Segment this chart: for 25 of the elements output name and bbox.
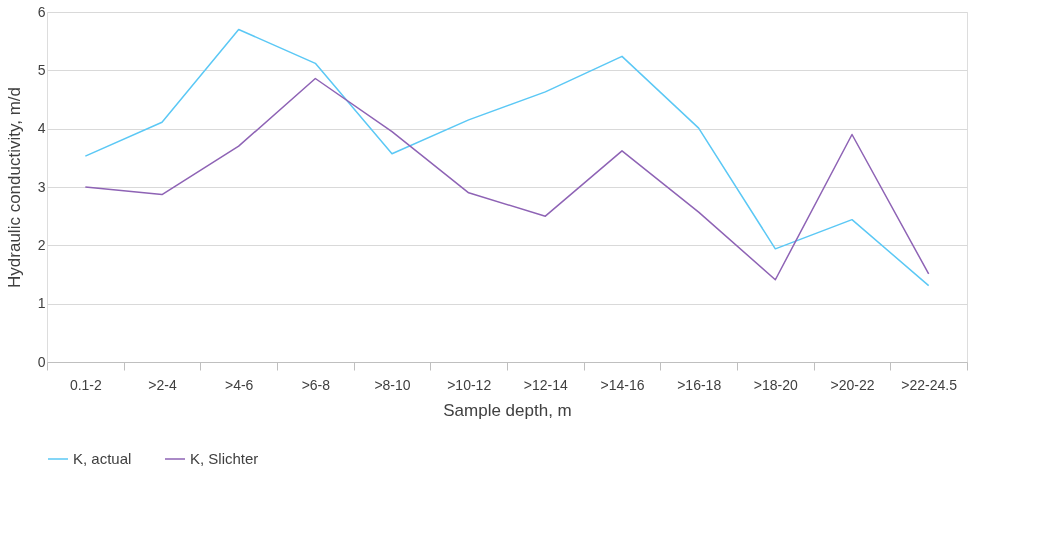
x-tick-label: >2-4	[148, 376, 177, 393]
y-tick-label: 5	[37, 61, 46, 78]
line-series	[84, 28, 930, 287]
x-tick-label: >20-22	[830, 376, 875, 393]
y-tick-label: 2	[37, 236, 46, 253]
x-axis-title: Sample depth, m	[443, 400, 572, 420]
legend-label: K, actual	[73, 450, 132, 467]
x-tick-label: >16-18	[677, 376, 722, 393]
x-tick-label: >10-12	[447, 376, 492, 393]
x-tick-label: >18-20	[753, 376, 799, 393]
x-tick-label: >4-6	[224, 376, 254, 393]
line-series	[84, 77, 930, 281]
y-tick-label: 4	[37, 120, 46, 137]
y-axis-title: Hydraulic conductivity, m/d	[4, 87, 24, 288]
y-tick-label: 0	[37, 353, 46, 370]
x-tick-label: >22-24.5	[901, 376, 958, 393]
y-tick-label: 1	[37, 295, 46, 312]
x-tick-label: 0.1-2	[69, 376, 102, 393]
x-tick-label: >6-8	[301, 376, 331, 393]
y-tick-label: 6	[37, 3, 46, 20]
legend-label: K, Slichter	[190, 450, 259, 467]
x-tick-label: >8-10	[374, 376, 411, 393]
x-tick-label: >14-16	[600, 376, 645, 393]
y-tick-label: 3	[37, 178, 46, 195]
x-tick-label: >12-14	[523, 376, 569, 393]
